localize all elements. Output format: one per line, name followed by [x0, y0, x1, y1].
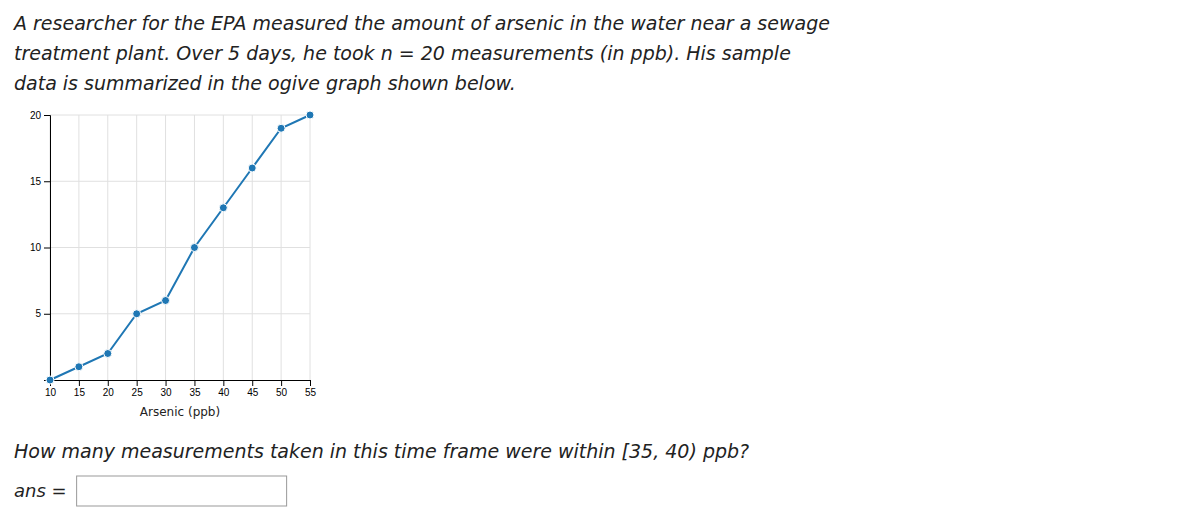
tick: 35 — [189, 380, 201, 398]
grid-line — [50, 181, 310, 182]
tick-label: 55 — [305, 387, 317, 398]
grid-line — [136, 115, 137, 380]
annotation: treatment plant. Over 5 days, he took n … — [14, 42, 791, 64]
tick-label: 15 — [30, 176, 42, 187]
point — [277, 124, 285, 132]
tick-label: 40 — [218, 387, 230, 398]
axis-line — [51, 381, 311, 387]
tick-mark — [252, 380, 253, 386]
answer-label: ans = — [14, 480, 67, 501]
tick-mark — [44, 181, 50, 182]
point — [162, 297, 170, 305]
tick-mark — [310, 380, 311, 386]
tick-mark — [223, 380, 224, 386]
point — [248, 164, 256, 172]
grid-line — [107, 115, 108, 380]
grid — [50, 115, 310, 380]
point — [190, 244, 198, 252]
tick: 30 — [160, 380, 172, 398]
tick: 25 — [132, 380, 144, 398]
canvas: A researcher for the EPA measured the am… — [0, 0, 1200, 512]
tick-mark — [108, 380, 109, 386]
point — [133, 310, 141, 318]
tick-label: 30 — [160, 387, 172, 398]
grid-line — [310, 115, 311, 380]
question: How many measurements taken in this time… — [14, 440, 749, 462]
tick: 20 — [103, 380, 115, 398]
tick-mark — [44, 248, 50, 249]
grid-line — [78, 115, 79, 380]
line — [50, 115, 310, 380]
tick: 50 — [276, 380, 288, 398]
annotation: data is summarized in the ogive graph sh… — [14, 72, 516, 94]
grid-line — [281, 115, 282, 380]
point — [46, 376, 54, 384]
tick-label: 45 — [247, 387, 259, 398]
tick: 20 — [30, 110, 50, 121]
axis-line — [44, 116, 51, 381]
tick-label: 25 — [132, 387, 144, 398]
point — [104, 350, 112, 358]
tick-mark — [137, 380, 138, 386]
y-axis: 5 10 15 20 — [30, 110, 51, 381]
tick-label: 20 — [103, 387, 115, 398]
grid-line — [223, 115, 224, 380]
tick-label: 5 — [35, 308, 41, 319]
annotation: A researcher for the EPA measured the am… — [12, 12, 830, 34]
grid-line — [165, 115, 166, 380]
tick: 15 — [74, 380, 86, 398]
tick-mark — [281, 380, 282, 386]
x-axis: 10 15 20 25 30 35 40 45 50 55 — [45, 380, 317, 398]
tick: 45 — [247, 380, 259, 398]
tick-mark — [79, 380, 80, 386]
x-axis-title: Arsenic (ppb) — [140, 405, 220, 419]
grid-line — [50, 247, 310, 248]
tick: 10 — [30, 242, 50, 253]
tick-label: 10 — [30, 242, 42, 253]
point — [219, 204, 227, 212]
tick: 40 — [218, 380, 230, 398]
tick-mark — [44, 314, 50, 315]
tick-mark — [44, 115, 50, 116]
grid-line — [50, 313, 310, 314]
tick-label: 15 — [74, 387, 86, 398]
grid-line — [252, 115, 253, 380]
plot: 101520253035404550555101520Arsenic (ppb) — [30, 110, 317, 419]
point — [306, 111, 314, 119]
marks — [46, 111, 314, 384]
tick-label: 10 — [45, 387, 57, 398]
grid-line — [50, 115, 310, 116]
tick-label: 50 — [276, 387, 288, 398]
tick-label: 35 — [189, 387, 201, 398]
tick: 15 — [30, 176, 50, 187]
tick-mark — [194, 380, 195, 386]
tick-mark — [166, 380, 167, 386]
tick: 55 — [305, 380, 317, 398]
point — [75, 363, 83, 371]
tick: 5 — [35, 308, 50, 319]
answer-box — [77, 476, 287, 506]
tick-label: 20 — [30, 110, 42, 121]
